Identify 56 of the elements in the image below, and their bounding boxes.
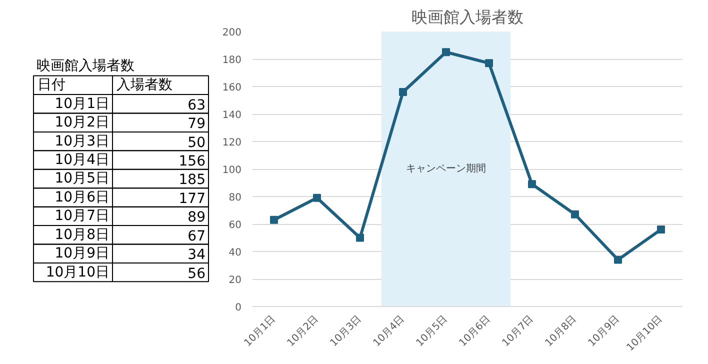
text: 185 [178,172,206,188]
y-tick-label: 120 [222,138,242,148]
y-tick-label: 200 [222,28,242,38]
text: 56 [188,266,206,282]
text: 10月2日 [54,114,110,131]
x-tick-label: 10月6日 [457,314,493,350]
text: 10月1日 [54,96,110,112]
band-label: キャンペーン期間 [406,162,486,174]
text: 67 [188,228,206,244]
point [356,234,364,242]
y-tick-label: 80 [228,192,242,204]
text: 156 [178,154,206,170]
text: 10月7日 [54,208,110,224]
y-tick-label: 60 [228,220,242,231]
text: 入場者数 [116,77,172,94]
y-tick-label: 100 [222,165,242,176]
text: 50 [188,134,206,151]
point [571,210,579,218]
text: 63 [188,97,206,114]
text: 79 [188,116,206,132]
text: 映画館入場者数 [36,58,134,74]
y-tick-label: 0 [235,302,242,314]
x-tick-label: 10月9日 [586,314,622,350]
y-tick-label: 40 [228,248,242,258]
text: 10月8日 [54,226,110,243]
point [313,194,321,202]
y-tick-label: 140 [222,110,242,121]
text: 10月5日 [54,170,110,187]
text: 10月10日 [46,264,110,280]
point [614,256,622,264]
text: 10月6日 [54,189,110,206]
x-tick-label: 10月7日 [500,314,536,350]
y-tick-label: 160 [222,82,242,94]
point [528,180,536,188]
point [399,88,407,96]
point [442,48,450,56]
text: 10月3日 [54,133,110,150]
x-tick-label: 10月4日 [371,314,407,350]
y-tick-label: 20 [228,275,242,286]
x-tick-label: 10月5日 [414,314,450,350]
x-tick-label: 10月1日 [242,314,278,350]
text: 10月4日 [54,152,110,168]
point [657,226,665,234]
text: 日付 [38,77,66,94]
x-tick-label: 10月8日 [543,314,579,350]
y-tick-label: 180 [222,55,242,66]
text: 89 [188,210,206,226]
text: 10月9日 [54,246,110,262]
x-tick-label: 10月10日 [624,314,665,354]
x-tick-label: 10月2日 [285,314,321,350]
point [485,59,493,68]
point [270,216,278,224]
chart-title: 映画館入場者数 [412,8,524,26]
text: 177 [178,190,206,207]
text: 34 [188,247,206,264]
x-tick-label: 10月3日 [328,314,364,350]
